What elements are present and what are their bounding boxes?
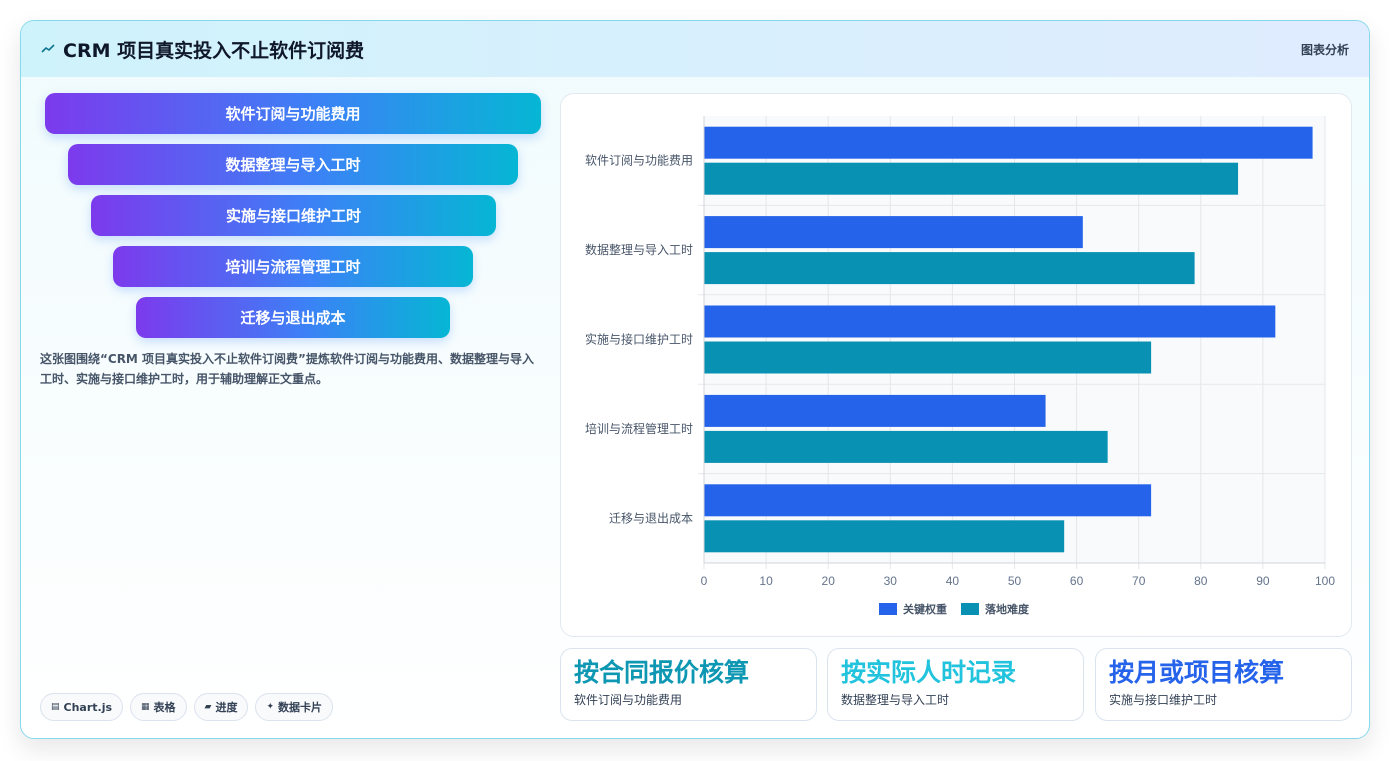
- y-category-label: 数据整理与导入工时: [585, 242, 693, 257]
- progress-icon: ▰: [204, 702, 212, 712]
- bar-1-1: [704, 252, 1195, 285]
- pill-label: 进度: [215, 701, 238, 714]
- bar-0-3: [704, 394, 1046, 427]
- stat-card-2: 按实际人时记录 数据整理与导入工时: [827, 648, 1084, 721]
- stat-card-1: 按合同报价核算 软件订阅与功能费用: [560, 648, 817, 721]
- chart-icon: ▤: [51, 702, 60, 712]
- bar-1-3: [704, 430, 1108, 463]
- title-group: CRM 项目真实投入不止软件订阅费: [41, 36, 364, 63]
- header-bar: CRM 项目真实投入不止软件订阅费 图表分析: [21, 21, 1369, 77]
- legend-swatch: [961, 603, 979, 615]
- table-icon: ▦: [141, 702, 150, 712]
- bar-1-2: [704, 341, 1152, 374]
- chart-panel: 0 10 20 30 40 50 60 70 80 90 100 软件订阅与功能费用 数据整理与导入工时…: [560, 93, 1352, 637]
- funnel-step-4: 培训与流程管理工时: [113, 246, 473, 287]
- main-card: CRM 项目真实投入不止软件订阅费 图表分析 软件订阅与功能费用 数据整理与导入…: [20, 20, 1370, 739]
- bar-0-4: [704, 484, 1152, 517]
- funnel-step-5: 迁移与退出成本: [136, 297, 450, 338]
- stat-label: 实施与接口维护工时: [1109, 693, 1218, 707]
- y-category-label: 培训与流程管理工时: [585, 421, 693, 436]
- y-category-label: 迁移与退出成本: [609, 511, 693, 525]
- sparkline-icon: [41, 44, 55, 53]
- bar-0-2: [704, 305, 1276, 338]
- x-tick-label: 0: [701, 574, 708, 588]
- bar-0-1: [704, 216, 1083, 249]
- stat-label: 数据整理与导入工时: [841, 693, 950, 707]
- funnel-step-1: 软件订阅与功能费用: [45, 93, 541, 134]
- funnel-step-2: 数据整理与导入工时: [68, 144, 518, 185]
- x-tick-label: 10: [759, 574, 773, 588]
- pill-label: 数据卡片: [278, 701, 323, 714]
- bar-0-0: [704, 126, 1313, 159]
- pill-label: Chart.js: [63, 700, 113, 714]
- stat-label: 软件订阅与功能费用: [574, 693, 683, 707]
- bar-1-4: [704, 520, 1065, 553]
- stat-card-3: 按月或项目核算 实施与接口维护工时: [1095, 648, 1352, 721]
- legend-swatch: [879, 603, 897, 615]
- tag-pills: ▤ Chart.js ▦ 表格 ▰ 进度 ✦ 数据卡片: [40, 693, 334, 721]
- legend-label: 关键权重: [903, 602, 947, 616]
- stat-value: 按合同报价核算: [574, 658, 750, 687]
- pill-chartjs[interactable]: ▤ Chart.js: [40, 693, 124, 721]
- y-category-label: 软件订阅与功能费用: [585, 154, 693, 168]
- stat-value: 按实际人时记录: [841, 658, 1017, 687]
- y-category-label: 实施与接口维护工时: [585, 332, 693, 347]
- x-tick-label: 60: [1070, 574, 1084, 588]
- pill-table[interactable]: ▦ 表格: [130, 693, 187, 721]
- page-title: CRM 项目真实投入不止软件订阅费: [63, 39, 365, 62]
- x-tick-label: 50: [1008, 574, 1022, 588]
- sparkle-icon: ✦: [266, 702, 275, 712]
- pill-progress[interactable]: ▰ 进度: [193, 693, 249, 721]
- x-tick-label: 70: [1132, 574, 1146, 588]
- description-text: 这张图围绕“CRM 项目真实投入不止软件订阅费”提炼软件订阅与功能费用、数据整理…: [40, 352, 534, 386]
- x-tick-label: 20: [822, 574, 836, 588]
- x-tick-label: 30: [884, 574, 898, 588]
- x-tick-label: 100: [1315, 574, 1335, 588]
- x-tick-label: 80: [1194, 574, 1208, 588]
- stat-value: 按月或项目核算: [1109, 658, 1285, 687]
- bar-1-0: [704, 162, 1239, 195]
- pill-label: 表格: [153, 701, 176, 714]
- legend-label: 落地难度: [985, 602, 1030, 616]
- funnel-step-3: 实施与接口维护工时: [91, 195, 496, 236]
- bar-chart: 0 10 20 30 40 50 60 70 80 90 100 软件订阅与功能费用数据整理与导入工时…: [585, 116, 1335, 616]
- x-tick-label: 90: [1256, 574, 1270, 588]
- chart-analysis-label: 图表分析: [1300, 42, 1349, 57]
- x-tick-label: 40: [946, 574, 960, 588]
- pill-data-card[interactable]: ✦ 数据卡片: [255, 693, 334, 721]
